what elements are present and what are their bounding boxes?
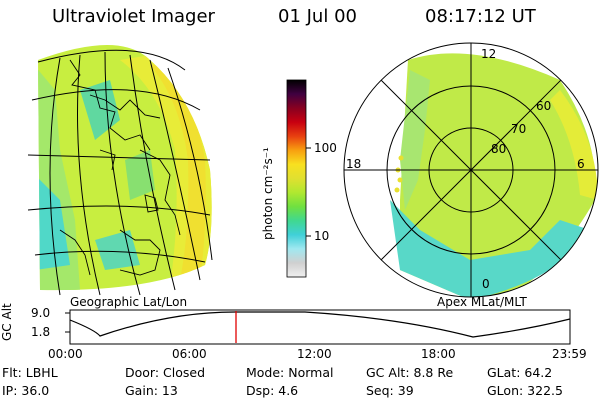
date-label: 01 Jul 00 [278,6,357,27]
dsp-info: Dsp: 4.6 [246,383,299,398]
altitude-xtick-1200: 12:00 [297,347,332,361]
left-panel-caption: Geographic Lat/Lon [70,295,188,309]
right-panel-caption: Apex MLat/MLT [437,295,527,309]
colorbar-tick-label-100: 100 [314,141,337,155]
altitude-xtick-2359: 23:59 [552,347,587,361]
altitude-xtick-1800: 18:00 [421,347,456,361]
mlat-label-80: 80 [491,142,507,156]
mlt-label-12: 12 [481,47,497,61]
altitude-ytick-1.8: 1.8 [31,325,51,339]
filter-info: Flt: LBHL [2,365,58,380]
altitude-ytick-9: 9.0 [31,306,51,320]
altitude-plot [65,309,571,345]
glon-info: GLon: 322.5 [487,383,563,398]
instrument-title: Ultraviolet Imager [52,6,215,27]
gain-info: Gain: 13 [125,383,178,398]
altitude-xtick-0000: 00:00 [48,347,83,361]
altitude-ylabel: GC Alt [0,303,14,341]
geographic-grid [27,49,213,296]
mlt-label-6: 6 [577,157,585,171]
geographic-image [27,45,213,296]
gc-alt-info: GC Alt: 8.8 Re [366,365,454,380]
mlat-label-70: 70 [511,122,527,136]
colorbar [286,79,311,278]
colorbar-unit-label: photon cm⁻²s⁻¹ [261,147,275,240]
time-label: 08:17:12 UT [425,6,536,27]
door-info: Door: Closed [125,365,206,380]
mlt-label-0: 0 [482,277,490,291]
ip-info: IP: 36.0 [2,383,50,398]
altitude-xtick-0600: 06:00 [172,347,207,361]
mlt-label-18: 18 [346,157,362,171]
seq-info: Seq: 39 [366,383,414,398]
altitude-curve [69,311,571,338]
glat-info: GLat: 64.2 [487,365,553,380]
polar-plot [343,42,599,298]
colorbar-tick-label-10: 10 [314,229,330,243]
mlat-label-60: 60 [536,99,552,113]
mode-info: Mode: Normal [246,365,334,380]
coastlines [59,59,181,276]
polar-grid [343,42,599,298]
